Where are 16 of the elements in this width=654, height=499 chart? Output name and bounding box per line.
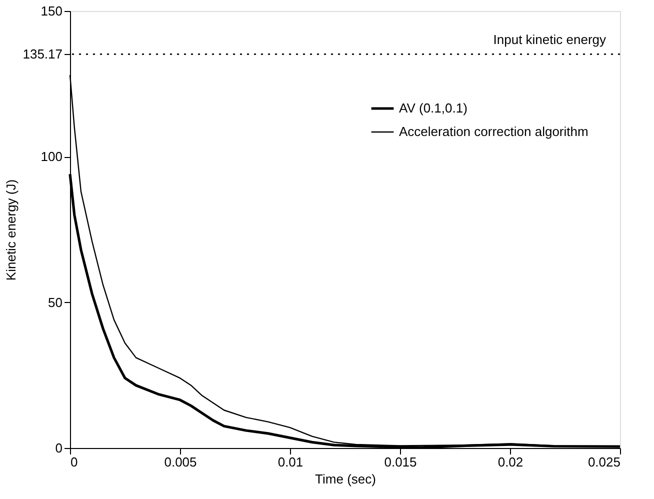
y-tick-label: 150 bbox=[40, 4, 62, 18]
x-axis-title: Time (sec) bbox=[315, 472, 376, 486]
y-tick-label: 135.17 bbox=[22, 46, 62, 62]
x-tick-label: 0.005 bbox=[164, 454, 197, 470]
y-tick-label: 100 bbox=[40, 149, 62, 164]
ref-line-label: Input kinetic energy bbox=[493, 32, 606, 48]
x-tick-label: 0.01 bbox=[278, 454, 304, 470]
legend-label: AV (0.1,0.1) bbox=[399, 100, 468, 116]
y-tick-label: 50 bbox=[48, 294, 62, 310]
y-tick-label: 0 bbox=[55, 440, 62, 456]
x-tick-label: 0.02 bbox=[498, 454, 524, 470]
x-tick-label: 0.025 bbox=[588, 454, 620, 470]
x-tick-label: 0.015 bbox=[384, 454, 417, 470]
legend-label: Acceleration correction algorithm bbox=[399, 124, 588, 139]
x-tick-label: 0 bbox=[70, 454, 78, 470]
y-axis-title: Kinetic energy (J) bbox=[4, 179, 19, 281]
